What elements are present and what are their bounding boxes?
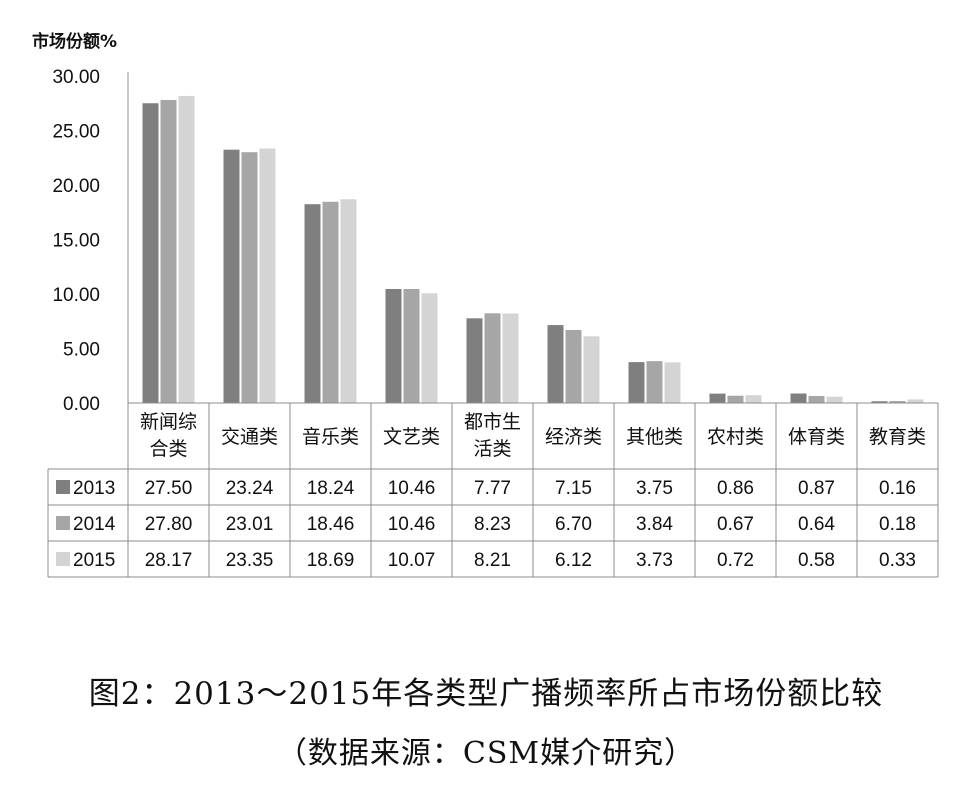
data-label: 3.75 (636, 478, 673, 499)
bar-chart: 市场份额% 30.0025.0020.0015.0010.005.000.00 … (32, 31, 939, 578)
data-table: 2013 27.50 23.24 18.24 10.46 7.77 7.15 3.75 0.86… (56, 478, 916, 571)
bar-2015-9 (907, 399, 924, 403)
category-label: 教育类 (869, 426, 926, 448)
bar-2015-8 (826, 396, 843, 403)
legend-label: 2013 (73, 478, 115, 499)
data-label: 8.21 (474, 550, 511, 571)
bar-2014-3 (403, 288, 420, 403)
data-label: 7.77 (474, 478, 511, 499)
bar-2014-7 (727, 395, 744, 403)
bar-2015-5 (583, 336, 600, 403)
bar-2013-8 (790, 393, 807, 403)
data-label: 6.12 (555, 550, 592, 571)
bar-2013-1 (223, 149, 240, 403)
figure-source: （数据来源：CSM媒介研究） (276, 736, 696, 771)
data-label: 0.87 (798, 478, 835, 499)
bar-2013-4 (466, 318, 483, 403)
data-label: 0.86 (717, 478, 754, 499)
bar-2014-9 (889, 401, 906, 403)
data-label: 0.72 (717, 550, 754, 571)
bar-2013-2 (304, 204, 321, 403)
category-label: 活类 (473, 438, 511, 460)
category-label: 体育类 (788, 426, 845, 448)
bar-2014-0 (160, 99, 177, 403)
bar-2014-4 (484, 313, 501, 403)
data-label: 23.01 (226, 514, 274, 535)
bar-2014-2 (322, 201, 339, 403)
y-tick-label: 20.00 (52, 176, 100, 197)
bar-2013-0 (142, 103, 159, 403)
y-axis-ticks: 30.00 25.00 20.00 15.00 10.00 5.00 0.00 (52, 67, 100, 415)
data-label: 8.23 (474, 514, 511, 535)
figure-caption: 图2：2013～2015年各类型广播频率所占市场份额比较 (88, 676, 884, 712)
y-tick-label: 25.00 (52, 122, 100, 143)
bar-2013-6 (628, 362, 645, 403)
y-tick-label: 30.00 (52, 67, 100, 88)
data-label: 27.80 (145, 514, 193, 535)
y-tick-label: 0.00 (63, 394, 100, 415)
data-label: 3.84 (636, 514, 673, 535)
bar-2013-5 (547, 325, 564, 403)
data-label: 23.35 (226, 550, 274, 571)
category-label: 其他类 (626, 426, 683, 448)
y-tick-label: 15.00 (52, 231, 100, 252)
legend-swatch-2013 (56, 480, 70, 494)
legend-label: 2014 (73, 514, 116, 535)
bar-2015-3 (421, 293, 438, 403)
data-label: 10.07 (388, 550, 436, 571)
category-label: 经济类 (545, 426, 602, 448)
bar-2015-2 (340, 199, 357, 403)
category-label: 新闻综 (140, 411, 197, 433)
bar-2013-7 (709, 393, 726, 403)
legend-swatch-2014 (56, 516, 70, 530)
data-label: 6.70 (555, 514, 592, 535)
data-label: 10.46 (388, 514, 436, 535)
legend-label: 2015 (73, 550, 115, 571)
data-table-grid (47, 72, 939, 578)
bar-2015-0 (178, 95, 195, 404)
category-label: 合类 (149, 438, 187, 460)
legend-swatch-2015 (56, 552, 70, 566)
data-label: 28.17 (145, 550, 193, 571)
bar-2015-6 (664, 362, 681, 403)
data-label: 0.33 (879, 550, 916, 571)
data-label: 3.73 (636, 550, 673, 571)
data-label: 0.18 (879, 514, 916, 535)
y-tick-label: 5.00 (63, 340, 100, 361)
data-label: 0.64 (798, 514, 835, 535)
category-label: 都市生 (464, 411, 521, 433)
bar-2015-1 (259, 148, 276, 403)
bars (142, 95, 924, 404)
data-label: 27.50 (145, 478, 193, 499)
data-label: 18.69 (307, 550, 355, 571)
y-axis-title: 市场份额% (32, 31, 117, 52)
category-label: 音乐类 (302, 426, 359, 448)
bar-2014-1 (241, 152, 258, 403)
data-label: 7.15 (555, 478, 592, 499)
data-label: 0.67 (717, 514, 754, 535)
bar-2013-9 (871, 401, 888, 403)
data-label: 0.58 (798, 550, 835, 571)
category-label: 交通类 (221, 426, 278, 448)
data-label: 18.24 (307, 478, 355, 499)
data-label: 0.16 (879, 478, 916, 499)
data-label: 23.24 (226, 478, 274, 499)
category-label: 文艺类 (383, 426, 440, 448)
bar-2013-3 (385, 288, 402, 403)
bar-2015-7 (745, 395, 762, 403)
bar-2014-6 (646, 361, 663, 403)
category-label: 农村类 (707, 426, 764, 448)
data-label: 10.46 (388, 478, 436, 499)
y-tick-label: 10.00 (52, 285, 100, 306)
bar-2015-4 (502, 313, 519, 403)
data-label: 18.46 (307, 514, 355, 535)
bar-2014-5 (565, 329, 582, 403)
bar-2014-8 (808, 396, 825, 403)
